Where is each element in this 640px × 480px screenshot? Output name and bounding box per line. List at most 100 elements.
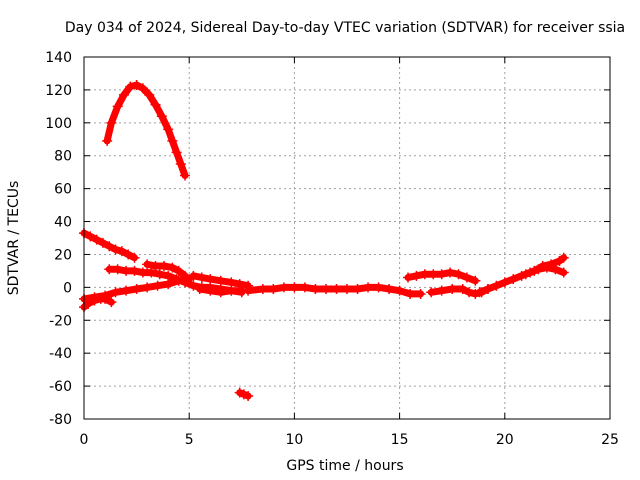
ticks — [83, 56, 611, 420]
data-point — [436, 285, 447, 296]
data-point — [238, 389, 249, 400]
data-point — [144, 89, 155, 100]
x-tick-label: 0 — [80, 432, 89, 448]
y-tick-label: 80 — [54, 149, 72, 165]
x-axis-label: GPS time / hours — [286, 458, 403, 474]
plot-frame — [83, 56, 611, 420]
data-point — [121, 285, 132, 296]
data-point — [537, 260, 548, 271]
data-point — [112, 101, 123, 112]
data-point — [167, 135, 178, 146]
data-point — [196, 272, 207, 283]
data-point — [173, 265, 184, 276]
data-point — [289, 282, 300, 293]
data-point — [411, 270, 422, 281]
x-tick-label: 15 — [391, 432, 409, 448]
data-point — [188, 270, 199, 281]
data-point — [142, 259, 153, 270]
data-point — [104, 241, 115, 252]
data-point — [447, 284, 458, 295]
x-tick-labels: 0 5 10 15 20 25 — [80, 432, 619, 448]
y-tick-label: -40 — [49, 346, 72, 362]
data-point — [142, 282, 153, 293]
data-point — [320, 284, 331, 295]
data-point — [154, 269, 165, 280]
data-point — [405, 288, 416, 299]
data-point — [461, 272, 472, 283]
x-tick-label: 25 — [601, 432, 619, 448]
data-point — [226, 285, 237, 296]
data-point — [121, 265, 132, 276]
data-point — [215, 275, 226, 286]
y-axis-label: SDTVAR / TECUs — [6, 181, 22, 296]
data-point — [546, 259, 557, 270]
y-tick-label: -80 — [49, 412, 72, 428]
data-point — [104, 264, 115, 275]
x-tick-label: 5 — [185, 432, 194, 448]
data-point — [89, 292, 100, 303]
data-point — [137, 267, 148, 278]
data-point — [558, 267, 569, 278]
data-point — [118, 89, 129, 100]
x-tick-label: 10 — [285, 432, 303, 448]
data-point — [474, 287, 485, 298]
data-point — [85, 231, 96, 242]
data-point — [158, 260, 169, 271]
y-tick-label: 40 — [54, 215, 72, 231]
data-point — [215, 287, 226, 298]
data-point — [236, 285, 247, 296]
data-point — [436, 269, 447, 280]
data-point — [373, 282, 384, 293]
y-tick-label: 100 — [45, 116, 72, 132]
data-point — [419, 269, 430, 280]
data-point — [453, 269, 464, 280]
data-point — [171, 147, 182, 158]
data-point — [102, 135, 113, 146]
data-point — [558, 252, 569, 263]
y-tick-label: 20 — [54, 247, 72, 263]
data-point — [342, 284, 352, 295]
data-point — [428, 269, 439, 280]
data-point — [106, 117, 117, 128]
data-point — [310, 284, 321, 295]
y-tick-label: 60 — [54, 182, 72, 198]
y-tick-label: -60 — [49, 379, 72, 395]
data-point — [116, 246, 127, 257]
data-point — [123, 249, 134, 260]
data-point — [163, 124, 174, 135]
data-layer — [79, 79, 569, 401]
data-point — [508, 274, 519, 285]
data-point — [194, 284, 205, 295]
chart-title: Day 034 of 2024, Sidereal Day-to-day VTE… — [65, 20, 625, 36]
data-point — [491, 280, 502, 291]
data-point — [100, 290, 111, 301]
data-point — [499, 277, 510, 288]
data-point — [110, 244, 121, 255]
y-tick-label: -20 — [49, 313, 72, 329]
x-tick-label: 20 — [496, 432, 514, 448]
data-point — [179, 170, 190, 181]
data-point — [175, 158, 186, 169]
data-point — [167, 262, 178, 273]
data-point — [125, 81, 136, 92]
data-point — [363, 282, 374, 293]
data-point — [150, 99, 161, 110]
series-arc-high-trace — [103, 81, 189, 179]
data-point — [97, 237, 108, 248]
data-point — [106, 297, 117, 308]
data-point — [205, 285, 216, 296]
data-point — [205, 274, 216, 285]
data-point — [243, 390, 254, 401]
data-point — [173, 275, 184, 286]
data-point — [403, 272, 414, 283]
data-point — [445, 267, 456, 278]
data-point — [150, 260, 161, 271]
grid — [84, 57, 610, 419]
data-point — [299, 282, 310, 293]
data-point — [129, 265, 140, 276]
y-tick-labels: -80 -60 -40 -20 0 20 40 60 80 100 120 140 — [45, 50, 72, 428]
data-point — [352, 284, 363, 295]
data-point — [470, 275, 481, 286]
data-point — [129, 252, 140, 263]
